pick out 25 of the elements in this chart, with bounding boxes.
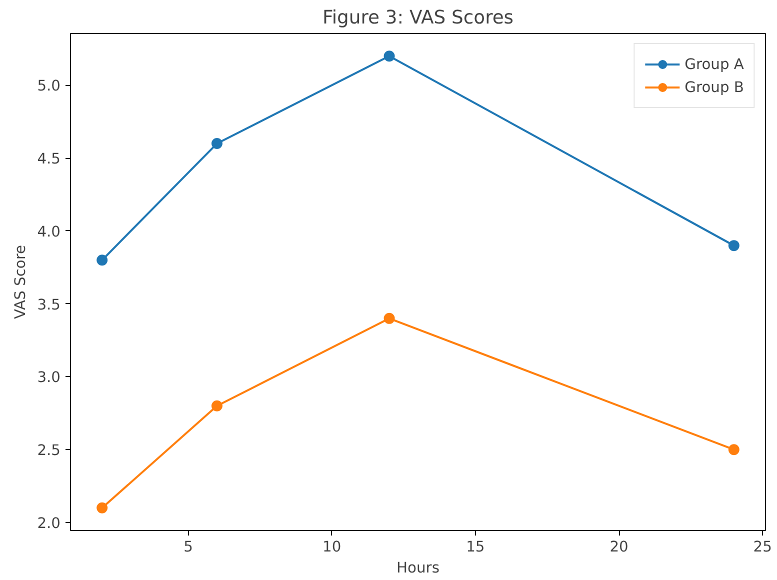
y-tick-label: 4.5 [37,150,61,168]
y-tick-label: 2.0 [37,514,61,532]
x-tick-label: 5 [184,538,193,556]
x-axis-title: Hours [396,560,440,576]
point [211,138,222,150]
chart-title: Figure 3: VAS Scores [322,8,514,28]
legend-label: Group A [684,56,744,72]
x-tick-label: 15 [466,538,485,556]
point [96,254,108,266]
y-tick-label: 3.5 [37,296,61,314]
legend-label: Group B [684,78,744,96]
point [384,312,395,324]
point [384,50,395,62]
point [96,502,108,514]
y-axis-title: VAS Score [12,244,30,320]
point [728,444,740,456]
y-tick-label: 3.0 [37,369,61,386]
y-tick-label: 2.5 [37,442,61,460]
x-tick-label: 10 [322,538,342,556]
y-tick-label: 5.0 [37,78,61,95]
x-tick-label: 25 [753,538,772,556]
point [211,400,222,412]
y-tick-label: 4.0 [37,223,61,240]
point [728,240,740,252]
x-tick-label: 20 [610,538,628,556]
